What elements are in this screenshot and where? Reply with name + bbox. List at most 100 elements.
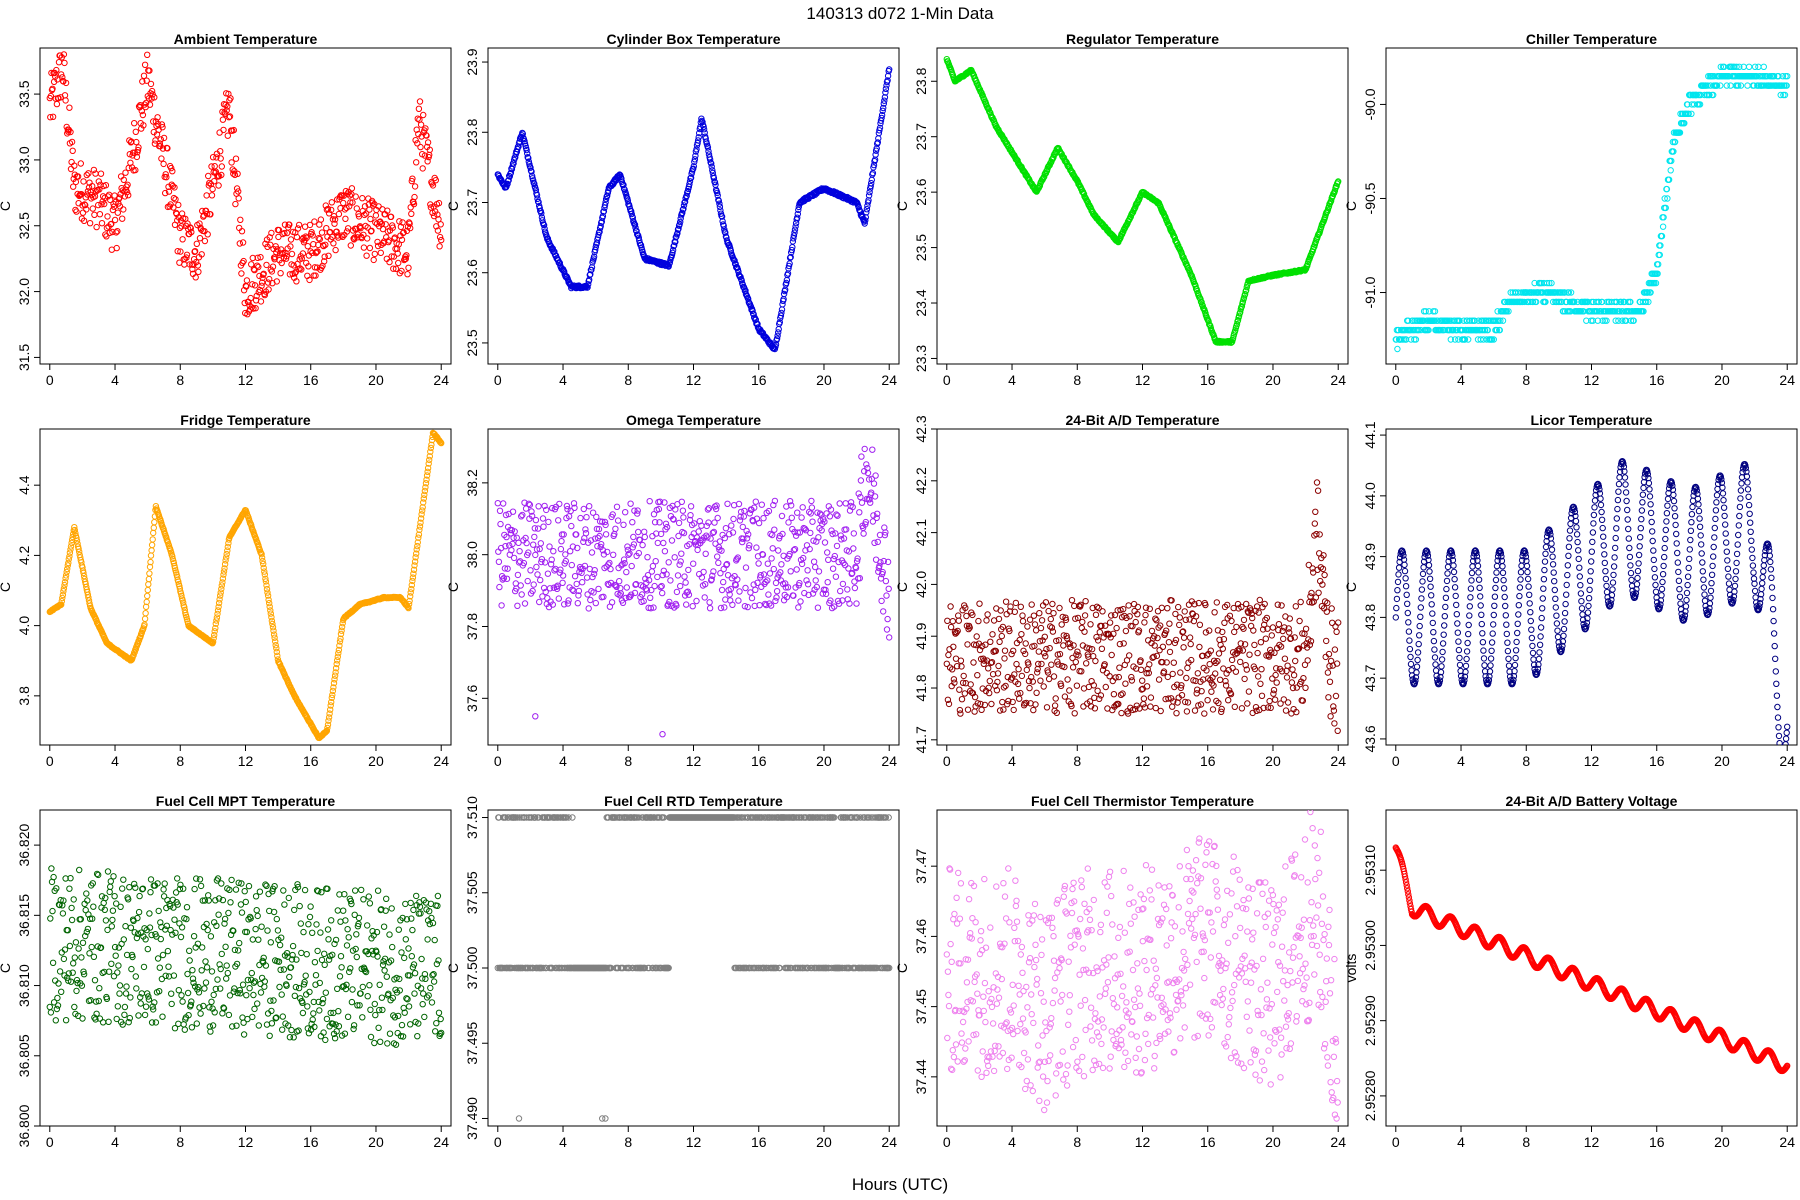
data-point <box>739 538 746 546</box>
data-point <box>509 508 517 515</box>
data-point <box>268 617 276 625</box>
data-point <box>780 552 787 559</box>
data-point <box>1407 336 1415 343</box>
data-point <box>498 573 506 580</box>
data-point <box>1615 317 1622 324</box>
data-point <box>738 277 745 284</box>
data-point <box>1070 642 1077 649</box>
data-point <box>963 612 970 620</box>
data-point <box>278 246 285 253</box>
data-point <box>1671 138 1679 146</box>
data-point <box>705 519 712 526</box>
data-point <box>807 529 814 537</box>
data-point <box>977 700 984 708</box>
data-point <box>833 511 840 518</box>
data-point <box>886 66 893 73</box>
x-tick-label: 20 <box>816 372 832 388</box>
data-point <box>417 121 425 128</box>
data-point <box>398 236 406 244</box>
data-point <box>677 558 684 565</box>
data-point <box>419 507 426 514</box>
data-point <box>1038 660 1045 668</box>
data-point <box>1072 658 1080 666</box>
data-point <box>331 220 338 227</box>
data-point <box>259 557 266 565</box>
data-point <box>715 197 722 205</box>
data-point <box>1561 289 1568 296</box>
data-point <box>183 254 190 261</box>
data-point <box>251 282 259 289</box>
data-point <box>970 659 977 666</box>
data-point <box>324 721 332 728</box>
data-point <box>529 587 536 595</box>
data-point <box>1146 661 1153 668</box>
x-tick-label: 0 <box>46 753 54 769</box>
data-point <box>255 263 262 271</box>
data-point <box>377 249 384 257</box>
data-point <box>606 559 613 567</box>
data-point <box>218 171 225 179</box>
data-point <box>236 240 244 247</box>
data-point <box>195 268 202 275</box>
data-point <box>950 676 958 683</box>
data-point <box>273 278 280 285</box>
x-tick-label: 24 <box>1330 372 1346 388</box>
data-point <box>329 691 336 699</box>
data-point <box>559 579 566 586</box>
data-point <box>985 665 992 672</box>
data-point <box>510 554 518 562</box>
y-axis-label: C <box>445 582 461 592</box>
data-point <box>178 223 185 230</box>
data-point <box>168 164 175 172</box>
data-point <box>651 582 658 590</box>
data-point <box>866 188 873 196</box>
data-point <box>304 243 311 250</box>
y-tick-label: -90.0 <box>1362 88 1378 120</box>
data-point <box>869 446 876 453</box>
data-point <box>588 549 596 556</box>
data-point <box>282 255 290 262</box>
data-point <box>969 611 976 619</box>
y-tick-label: 31.5 <box>16 344 32 371</box>
data-point <box>673 602 680 609</box>
data-point <box>796 579 803 587</box>
data-point <box>1770 73 1778 80</box>
data-point <box>201 237 209 245</box>
data-point <box>1096 629 1104 636</box>
chart-panel: Ambient TemperatureC0481216202431.532.03… <box>0 31 452 388</box>
data-point <box>325 252 332 260</box>
data-point <box>596 532 603 540</box>
data-point <box>880 557 887 565</box>
data-point <box>612 525 619 532</box>
data-point <box>421 491 428 498</box>
data-point <box>434 211 441 218</box>
data-point <box>71 524 78 531</box>
data-point <box>1684 101 1691 108</box>
data-point <box>85 170 92 177</box>
data-point <box>232 155 240 162</box>
data-point <box>587 271 594 278</box>
data-point <box>958 663 965 670</box>
data-point <box>331 676 338 683</box>
data-point <box>692 152 699 160</box>
data-point <box>590 589 597 596</box>
data-point <box>1116 640 1124 648</box>
data-point <box>1599 317 1606 324</box>
data-point <box>675 225 682 232</box>
data-point <box>1173 710 1180 717</box>
data-point <box>331 216 339 223</box>
data-point <box>148 547 155 554</box>
data-point <box>1077 601 1084 608</box>
data-point <box>1141 619 1148 626</box>
data-point <box>262 578 270 585</box>
data-point <box>690 163 697 170</box>
data-point <box>959 679 967 686</box>
data-point <box>61 581 68 589</box>
data-point <box>1138 686 1145 693</box>
data-point <box>211 631 218 639</box>
data-point <box>1097 692 1105 699</box>
data-point <box>64 565 71 573</box>
data-point <box>496 507 504 514</box>
data-point <box>219 575 227 582</box>
